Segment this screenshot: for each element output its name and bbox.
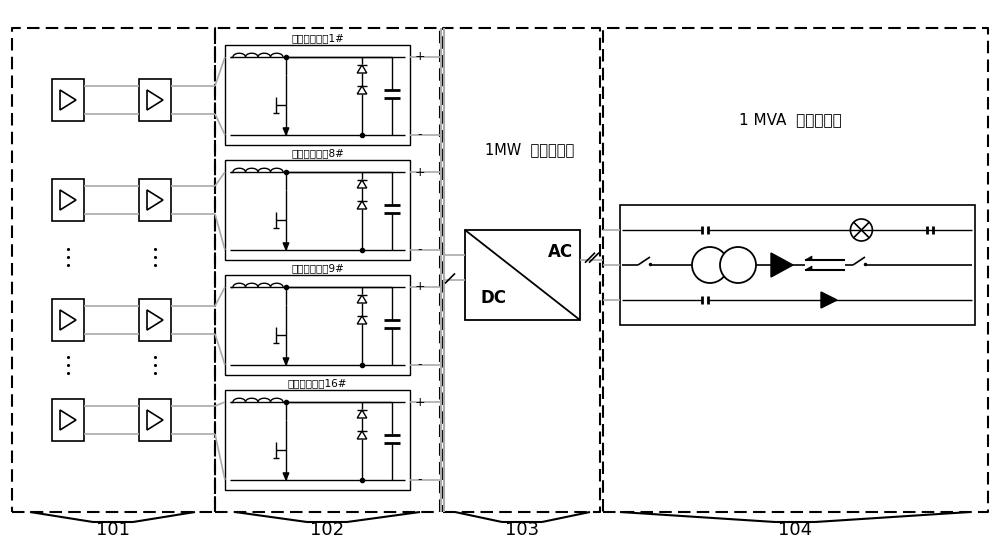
Text: 智能直流电源1#: 智能直流电源1# [291, 33, 344, 43]
Text: +: + [415, 51, 425, 64]
Bar [52, 399, 84, 441]
Text: DC: DC [480, 289, 506, 307]
Bar [139, 179, 171, 221]
Text: 101: 101 [96, 521, 130, 539]
Circle shape [720, 247, 756, 283]
Text: -: - [418, 359, 422, 372]
Bar [139, 299, 171, 341]
Bar [139, 79, 171, 121]
Polygon shape [283, 358, 289, 365]
Text: -: - [418, 474, 422, 487]
Text: -: - [418, 129, 422, 141]
Circle shape [692, 247, 728, 283]
Text: 1MW  并网逆变器: 1MW 并网逆变器 [485, 143, 575, 158]
Bar [52, 299, 84, 341]
Bar [225, 275, 410, 375]
Bar [225, 160, 410, 260]
Text: 1 MVA  并网变压器: 1 MVA 并网变压器 [739, 112, 841, 127]
Bar [620, 205, 975, 325]
Bar [52, 179, 84, 221]
Bar [225, 45, 410, 145]
Text: -: - [418, 244, 422, 256]
Text: +: + [415, 280, 425, 294]
Text: 102: 102 [310, 521, 344, 539]
Bar [139, 399, 171, 441]
Polygon shape [821, 292, 837, 308]
Bar [465, 230, 580, 320]
Text: 智能直流电源9#: 智能直流电源9# [291, 263, 344, 273]
Text: 智能直流电源16#: 智能直流电源16# [288, 378, 347, 388]
Text: +: + [415, 395, 425, 408]
Polygon shape [283, 473, 289, 480]
Polygon shape [283, 243, 289, 250]
Bar [52, 79, 84, 121]
Text: AC: AC [547, 243, 573, 261]
Text: +: + [415, 165, 425, 179]
Polygon shape [283, 128, 289, 135]
Text: 103: 103 [505, 521, 539, 539]
Polygon shape [771, 253, 793, 277]
Polygon shape [805, 256, 812, 260]
Text: 104: 104 [778, 521, 812, 539]
Text: 智能直流电源8#: 智能直流电源8# [291, 148, 344, 158]
Bar [225, 390, 410, 490]
Polygon shape [805, 266, 812, 270]
